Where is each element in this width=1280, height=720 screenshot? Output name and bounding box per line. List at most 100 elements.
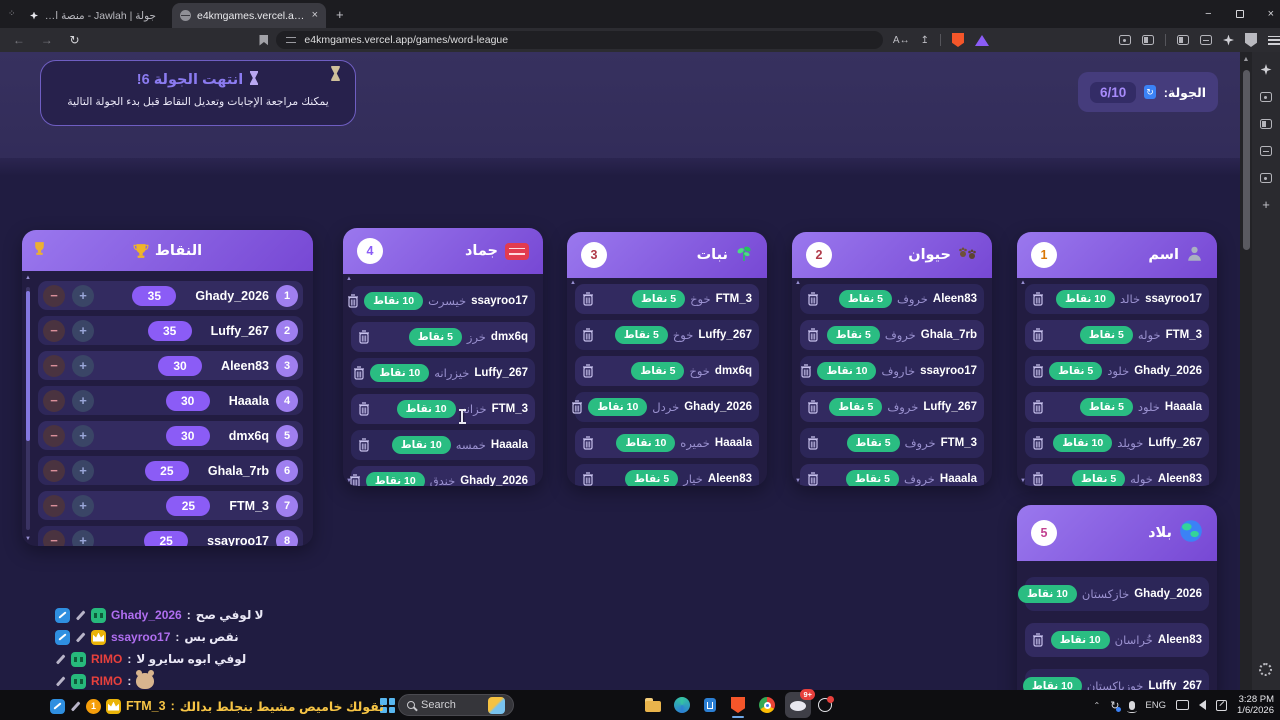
answer-text[interactable]: خازكستان [1081,589,1130,601]
weather-widget-icon[interactable] [488,696,505,714]
trash-icon[interactable] [358,438,370,452]
trash-icon[interactable] [807,400,819,414]
trash-icon[interactable] [582,364,594,378]
tab-word-league[interactable]: e4kmgames.vercel.app/games/w × [172,3,326,28]
bookmark-icon[interactable] [259,34,269,46]
tab-search-icon[interactable]: ⁘ [8,8,17,18]
trash-icon[interactable] [358,402,370,416]
scroll-up-icon[interactable]: ▲ [795,280,801,286]
file-explorer-icon[interactable] [643,695,663,715]
subtract-point-button[interactable]: − [43,319,65,342]
speaker-icon[interactable] [1199,700,1207,710]
answer-text[interactable]: خوله [1137,330,1161,342]
address-bar[interactable]: e4kmgames.vercel.app/games/word-league [276,31,883,49]
discord-icon[interactable]: 9+ [785,689,815,718]
answer-text[interactable]: خروف [884,330,916,342]
subtract-point-button[interactable]: − [43,529,65,546]
language-indicator[interactable]: ENG [1145,699,1167,711]
answer-text[interactable]: خوخ [690,294,711,306]
trash-icon[interactable] [807,436,819,450]
answer-text[interactable]: خندق [429,476,456,486]
sidebar-left-icon[interactable] [1176,35,1189,45]
answer-text[interactable]: خوزباكستان [1086,681,1144,690]
pen-icon[interactable] [1216,699,1228,711]
answer-text[interactable]: خوخ [689,366,710,378]
window-close-button[interactable]: × [1267,8,1274,20]
window-restore-button[interactable] [1235,10,1244,18]
answer-text[interactable]: خلود [1107,366,1130,378]
trash-icon[interactable] [1017,679,1018,690]
answer-text[interactable]: خميره [680,438,710,450]
trash-icon[interactable] [582,436,594,450]
new-tab-button[interactable]: + [336,7,344,22]
answer-text[interactable]: خروف [903,474,935,486]
sidebar-right-icon[interactable] [1199,35,1212,45]
answer-text[interactable]: خروف [887,402,919,414]
add-point-button[interactable]: + [72,529,94,546]
trash-icon[interactable] [358,330,370,344]
answer-text[interactable]: خاروف [881,366,916,378]
add-sidebar-item-button[interactable]: + [1262,197,1270,212]
scrollbar-thumb[interactable] [1242,70,1250,250]
share-icon[interactable]: ↥ [920,34,929,46]
display-icon[interactable] [1176,700,1190,710]
start-button[interactable] [380,698,395,713]
answer-text[interactable]: خرز [466,332,486,344]
trash-icon[interactable] [1032,633,1044,647]
scroll-up-icon[interactable]: ▲ [1242,56,1250,63]
trash-icon[interactable] [1032,436,1044,450]
trash-icon[interactable] [807,292,819,306]
extension-triangle-icon[interactable] [974,34,989,46]
add-point-button[interactable]: + [72,459,94,482]
leaderboard-scrollbar[interactable]: ▲ ▼ [25,275,31,542]
scroll-down-icon[interactable]: ▼ [1020,478,1026,484]
answer-text[interactable]: خيزرانه [434,368,470,380]
trash-icon[interactable] [582,292,594,306]
answer-text[interactable]: خالد [1119,294,1141,306]
leo-ai-icon[interactable] [1260,64,1272,75]
answer-text[interactable]: خيسرت [428,296,467,308]
brave-browser-icon[interactable] [728,695,748,718]
sync-icon[interactable]: ↻ [1110,699,1122,712]
scroll-up-icon[interactable]: ▲ [1020,280,1026,286]
microphone-icon[interactable] [1127,700,1138,713]
tab-jawlah[interactable]: جولة | Jawlah - منصة الألعاب التفاعلية [22,3,170,28]
add-point-button[interactable]: + [72,319,94,342]
trash-icon[interactable] [1032,364,1044,378]
trash-icon[interactable] [1032,328,1044,342]
leo-icon[interactable] [1118,35,1131,45]
wallet-icon[interactable] [1141,35,1154,45]
forward-button[interactable]: → [40,33,53,47]
add-point-button[interactable]: + [72,354,94,377]
subtract-point-button[interactable]: − [43,424,65,447]
add-point-button[interactable]: + [72,284,94,307]
subtract-point-button[interactable]: − [43,389,65,412]
bookmarks-icon[interactable] [1260,146,1272,156]
scroll-down-icon[interactable]: ▼ [346,478,352,484]
wallet-icon[interactable] [1260,119,1272,129]
clock-app-icon[interactable] [815,695,835,715]
menu-icon[interactable] [1267,35,1280,45]
answer-text[interactable]: خروف [904,438,936,450]
trash-icon[interactable] [1032,472,1044,486]
trash-icon[interactable] [353,366,365,380]
trash-icon[interactable] [800,364,812,378]
trash-icon[interactable] [571,400,583,414]
reload-button[interactable]: ↻ [69,33,80,47]
scroll-up-icon[interactable]: ▲ [346,276,352,282]
trash-icon[interactable] [349,474,361,486]
reading-list-icon[interactable] [1260,173,1272,183]
leo-ai-icon[interactable] [1222,34,1234,46]
taskbar-clock[interactable]: 3:28 PM 1/6/2026 [1237,694,1274,716]
chrome-browser-icon[interactable] [757,695,777,715]
shields-icon[interactable] [1244,33,1257,47]
answer-text[interactable]: خردل [652,402,680,414]
answer-text[interactable]: خلود [1137,402,1160,414]
site-settings-icon[interactable] [286,36,297,44]
media-icon[interactable] [1260,92,1272,102]
trash-icon[interactable] [1032,400,1044,414]
scroll-up-icon[interactable]: ▲ [570,280,576,286]
add-point-button[interactable]: + [72,389,94,412]
window-minimize-button[interactable]: − [1205,8,1212,20]
answer-text[interactable]: خروف [896,294,928,306]
